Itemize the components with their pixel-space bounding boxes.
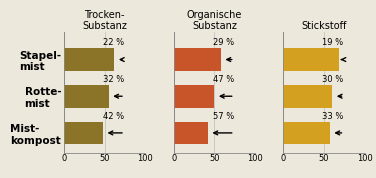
Title: Organische
Substanz: Organische Substanz [186,10,242,31]
Title: Stickstoff: Stickstoff [302,21,347,31]
Text: 32 %: 32 % [103,75,124,84]
Text: 30 %: 30 % [322,75,344,84]
Text: 33 %: 33 % [322,112,344,121]
Bar [284,85,332,108]
Text: 22 %: 22 % [103,38,124,48]
Text: 42 %: 42 % [103,112,124,121]
Title: Trocken-
Substanz: Trocken- Substanz [82,10,127,31]
Bar [64,122,103,144]
Text: 29 %: 29 % [213,38,234,48]
Bar [284,122,330,144]
Bar [64,85,109,108]
Bar [174,122,208,144]
Text: 19 %: 19 % [323,38,344,48]
Text: 47 %: 47 % [212,75,234,84]
Text: 57 %: 57 % [212,112,234,121]
Bar [284,48,339,71]
Bar [64,48,114,71]
Bar [174,48,221,71]
Bar [174,85,214,108]
